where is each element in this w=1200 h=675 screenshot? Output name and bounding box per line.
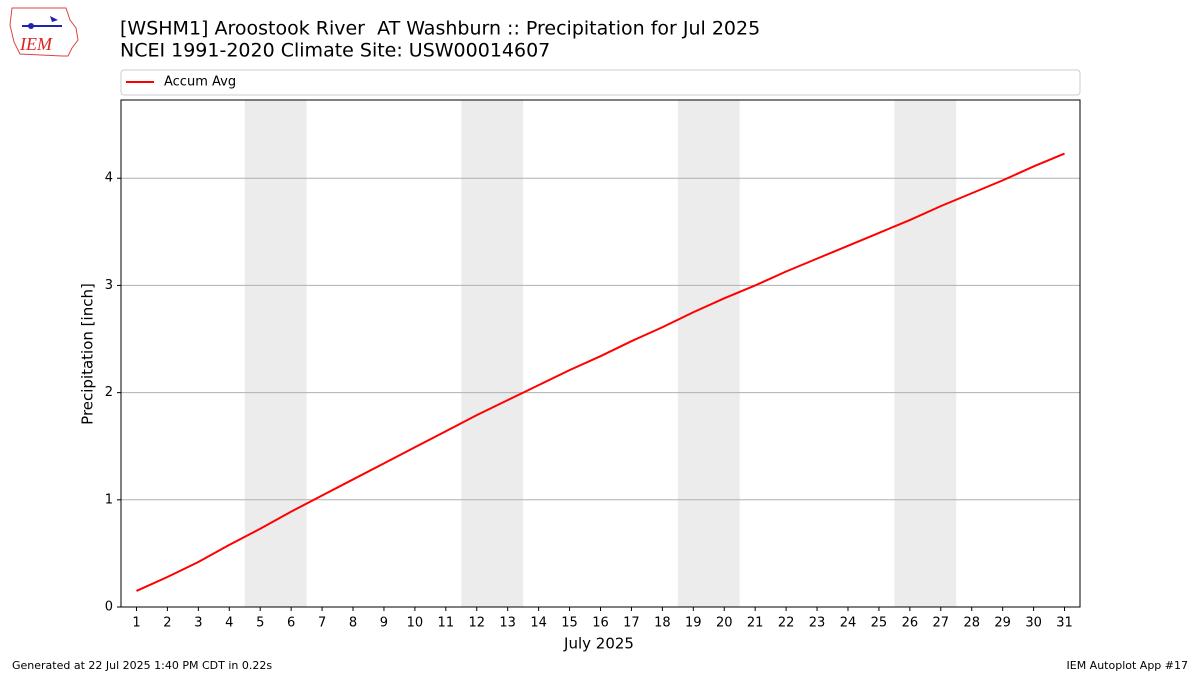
- x-tick-label: 27: [933, 616, 950, 631]
- x-tick-label: 14: [530, 616, 547, 631]
- x-tick-label: 10: [407, 616, 424, 631]
- x-tick-label: 9: [380, 616, 388, 631]
- x-tick-label: 25: [871, 616, 888, 631]
- footer-right: IEM Autoplot App #17: [1067, 659, 1189, 672]
- x-tick-label: 15: [561, 616, 578, 631]
- y-tick-label: 4: [105, 171, 113, 186]
- x-tick-label: 11: [438, 616, 455, 631]
- x-tick-label: 6: [287, 616, 295, 631]
- x-tick-label: 13: [499, 616, 516, 631]
- footer-left: Generated at 22 Jul 2025 1:40 PM CDT in …: [12, 659, 272, 672]
- x-tick-label: 29: [994, 616, 1011, 631]
- y-tick-label: 2: [105, 385, 113, 400]
- x-tick-label: 18: [654, 616, 671, 631]
- x-tick-label: 28: [963, 616, 980, 631]
- legend-box: [120, 69, 1081, 96]
- x-tick-label: 16: [592, 616, 609, 631]
- x-tick-label: 22: [778, 616, 795, 631]
- x-tick-label: 1: [132, 616, 140, 631]
- x-tick-label: 24: [840, 616, 857, 631]
- x-tick-label: 3: [194, 616, 202, 631]
- x-tick-label: 30: [1025, 616, 1042, 631]
- y-tick-label: 1: [105, 492, 113, 507]
- y-axis-label: Precipitation [inch]: [79, 283, 97, 425]
- chart-subtitle: NCEI 1991-2020 Climate Site: USW00014607: [120, 40, 550, 62]
- weekend-shade: [894, 100, 957, 607]
- x-tick-label: 4: [225, 616, 233, 631]
- weekend-shade: [677, 100, 740, 607]
- x-tick-label: 19: [685, 616, 702, 631]
- weekend-shade: [244, 100, 307, 607]
- x-tick-label: 17: [623, 616, 640, 631]
- x-tick-label: 2: [163, 616, 171, 631]
- x-tick-label: 7: [318, 616, 326, 631]
- plot-frame: [120, 99, 1081, 608]
- y-tick-label: 3: [105, 278, 113, 293]
- chart-title: [WSHM1] Aroostook River AT Washburn :: P…: [120, 18, 760, 40]
- y-tick-label: 0: [105, 600, 113, 615]
- x-tick-label: 26: [902, 616, 919, 631]
- series-line: [136, 152, 1065, 592]
- x-tick-label: 21: [747, 616, 764, 631]
- x-tick-label: 5: [256, 616, 264, 631]
- legend-label: Accum Avg: [164, 75, 236, 90]
- logo-text: IEM: [19, 34, 53, 54]
- x-tick-label: 8: [349, 616, 357, 631]
- x-tick-label: 20: [716, 616, 733, 631]
- x-tick-label: 12: [468, 616, 485, 631]
- logo: IEM: [9, 7, 79, 57]
- x-tick-label: 23: [809, 616, 826, 631]
- weekend-shade: [461, 100, 524, 607]
- x-axis-label: July 2025: [563, 635, 634, 653]
- x-tick-label: 31: [1056, 616, 1073, 631]
